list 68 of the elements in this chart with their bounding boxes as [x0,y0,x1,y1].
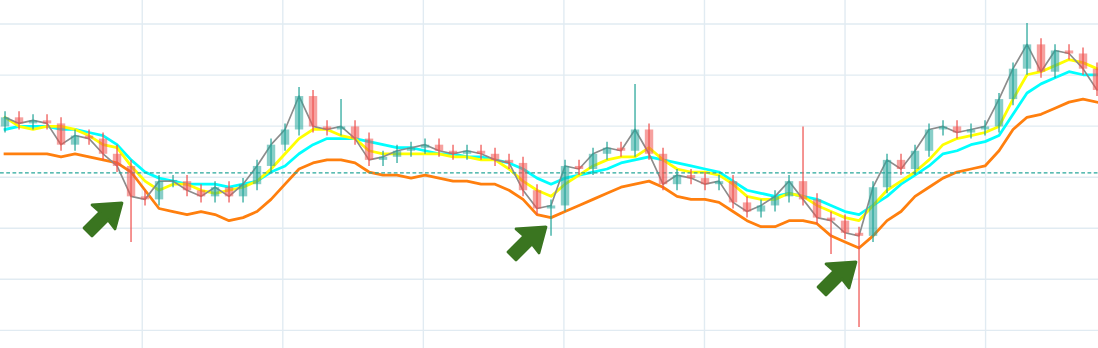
candlestick [756,198,766,219]
candlestick [322,119,332,137]
candlestick [980,119,990,137]
candlestick [56,116,66,152]
candlestick [574,159,584,176]
candlestick [196,183,206,204]
candlestick [1050,43,1060,79]
candlestick [140,189,150,207]
candlestick [854,225,864,328]
candlestick [490,146,500,167]
candlestick [532,183,542,216]
candlestick [0,110,10,134]
candlestick [728,174,738,210]
candlestick [238,177,248,204]
candlestick [224,180,234,204]
candlestick [1022,22,1032,76]
candlestick [280,122,290,152]
candlestick [896,152,906,176]
candlestick [714,174,724,192]
candlestick [518,155,528,198]
candlestick [868,180,878,243]
candlestick [826,210,836,255]
candlestick [14,110,24,131]
candlestick [70,128,80,152]
candlestick [98,131,108,161]
candlestick [476,143,486,161]
candlestick [700,171,710,192]
candlestick [630,83,640,158]
candlestick [364,131,374,167]
candlestick [966,122,976,140]
candlestick [448,143,458,161]
candlestick [924,122,934,158]
candlestick [658,146,668,192]
candlestick [644,122,654,161]
candlestick [434,137,444,158]
candlestick [1036,37,1046,79]
candlestick [504,152,514,170]
candlestick [308,89,318,134]
candlestick [546,198,556,237]
candlestick [406,140,416,158]
candlestick [420,137,430,155]
candlestick [392,143,402,164]
candlestick [462,143,472,161]
candlestick [812,192,822,225]
candlestick [1064,43,1074,61]
candlestick [1008,61,1018,106]
candlestick [994,92,1004,134]
candlestick [182,174,192,198]
candlestick [952,119,962,140]
candlestick [378,149,388,167]
candlestick [686,168,696,186]
candlestick [336,98,346,137]
candlestick [602,140,612,161]
candlestick [84,128,94,146]
candlestick [616,140,626,158]
candlestick [938,119,948,137]
candlestick [28,113,38,131]
candlestick [798,125,808,207]
candlestick [294,86,304,137]
candlestick [350,119,360,146]
candlestick [42,113,52,131]
candlestick [210,180,220,204]
candlestick [840,213,850,240]
candlestick [742,195,752,219]
candlestick [1078,46,1088,76]
candlestick [112,143,122,173]
candlestick [770,189,780,213]
candlestick [126,159,136,243]
